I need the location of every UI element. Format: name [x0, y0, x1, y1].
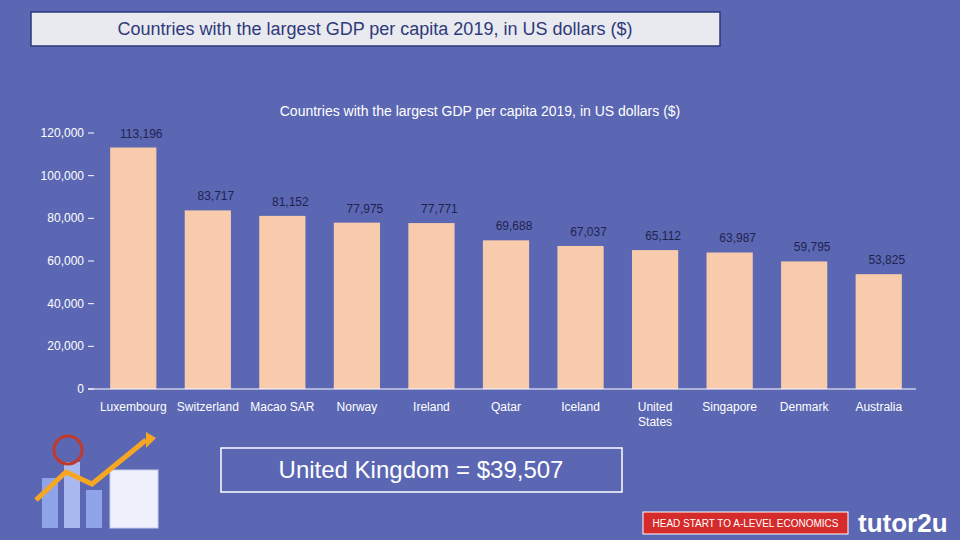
x-tick-label-line: States	[638, 415, 672, 429]
bar	[110, 148, 156, 389]
data-label: 63,987	[719, 231, 756, 245]
y-tick-label: 120,000	[41, 126, 85, 140]
background	[0, 0, 960, 540]
y-tick-label: 60,000	[47, 254, 84, 268]
chart: Countries with the largest GDP per capit…	[0, 0, 960, 540]
bar	[185, 210, 231, 389]
y-tick	[88, 175, 94, 176]
decor	[86, 490, 102, 528]
x-tick-label: Switzerland	[177, 400, 239, 414]
y-tick-label: 0	[77, 382, 84, 396]
x-tick-label: Macao SAR	[250, 400, 314, 414]
x-tick-label: UnitedStates	[638, 400, 673, 429]
bar	[483, 240, 529, 389]
data-label: 69,688	[496, 219, 533, 233]
x-axis	[88, 389, 916, 390]
bar	[856, 274, 902, 389]
x-tick-label-line: United	[638, 400, 673, 414]
title: Countries with the largest GDP per capit…	[118, 19, 633, 39]
x-tick-label: Australia	[855, 400, 902, 414]
annotation: United Kingdom = $39,507	[279, 456, 564, 483]
x-tick-label: Qatar	[491, 400, 521, 414]
x-tick-label: Norway	[337, 400, 378, 414]
y-tick-label: 80,000	[47, 211, 84, 225]
bar	[557, 246, 603, 389]
y-tick	[88, 261, 94, 262]
x-tick-label: Ireland	[413, 400, 450, 414]
footer-box	[643, 512, 848, 534]
x-tick-label: Denmark	[780, 400, 830, 414]
y-tick-label: 40,000	[47, 297, 84, 311]
y-tick	[88, 133, 94, 134]
y-tick	[88, 346, 94, 347]
bar	[632, 250, 678, 389]
logo: tutor2u	[858, 508, 948, 538]
decor	[36, 440, 146, 500]
bar	[408, 223, 454, 389]
decor	[110, 470, 158, 528]
subtitle: Countries with the largest GDP per capit…	[280, 103, 681, 119]
decor	[146, 432, 156, 448]
footer-text: HEAD START TO A-LEVEL ECONOMICS	[653, 518, 839, 529]
data-label: 77,771	[421, 202, 458, 216]
data-label: 59,795	[794, 240, 831, 254]
bar	[259, 216, 305, 389]
data-label: 67,037	[570, 225, 607, 239]
y-tick	[88, 303, 94, 304]
y-tick-label: 100,000	[41, 169, 85, 183]
bar	[781, 261, 827, 389]
bar	[707, 252, 753, 389]
decor	[54, 436, 82, 464]
data-label: 81,152	[272, 195, 309, 209]
title-box	[31, 12, 720, 46]
data-label: 83,717	[197, 189, 234, 203]
data-label: 113,196	[120, 127, 163, 141]
annotation-box	[221, 448, 622, 492]
bars	[110, 148, 902, 389]
data-label: 53,825	[868, 253, 905, 267]
bar	[334, 223, 380, 389]
x-tick-label: Singapore	[702, 400, 757, 414]
data-label: 65,112	[645, 229, 681, 243]
x-tick-label: Luxembourg	[100, 400, 167, 414]
y-tick-label: 20,000	[47, 339, 84, 353]
data-label: 77,975	[347, 202, 384, 216]
x-tick-label: Iceland	[561, 400, 600, 414]
y-tick	[88, 218, 94, 219]
